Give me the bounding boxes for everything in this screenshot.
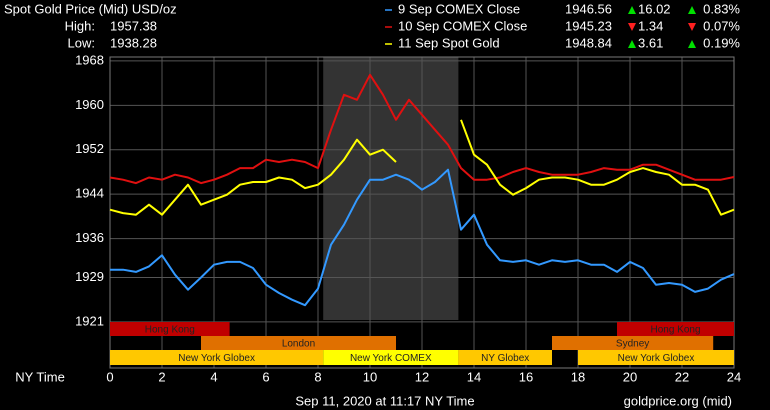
session-band: New York COMEX: [323, 350, 459, 365]
y-tick-label: 1936: [75, 230, 104, 245]
change-arrow: [628, 23, 636, 31]
session-label: NY Globex: [481, 353, 529, 364]
session-bar: [617, 322, 734, 336]
session-band: New York Globex: [110, 350, 324, 365]
session-band: New York Globex: [578, 350, 734, 365]
legend-change: 1.34: [638, 18, 663, 33]
change-arrow: [628, 6, 636, 14]
session-label: Hong Kong: [650, 325, 700, 336]
change-arrow: [688, 23, 696, 31]
y-tick-label: 1929: [75, 269, 104, 284]
x-tick-label: 10: [363, 369, 377, 384]
y-tick-label: 1944: [75, 186, 104, 201]
x-tick-label: 22: [675, 369, 689, 384]
chart-title: Spot Gold Price (Mid) USD/oz: [4, 1, 177, 16]
session-band: London: [201, 336, 396, 350]
y-tick-label: 1968: [75, 52, 104, 67]
session-band: Hong Kong: [617, 322, 734, 336]
change-arrow: [688, 40, 696, 48]
legend-change-pct: 0.07%: [703, 18, 740, 33]
x-tick-label: 18: [571, 369, 585, 384]
comex-highlight: [323, 57, 459, 320]
x-tick-label: 0: [106, 369, 113, 384]
x-tick-label: 2: [158, 369, 165, 384]
price-line: [110, 168, 735, 307]
session-bar: [110, 350, 324, 365]
session-bar: [578, 350, 734, 365]
stat-label: Low:: [68, 35, 95, 50]
y-tick-label: 1960: [75, 97, 104, 112]
change-arrow: [688, 6, 696, 14]
x-tick-label: 8: [314, 369, 321, 384]
session-label: London: [282, 339, 315, 350]
legend-change: 16.02: [638, 1, 671, 16]
stat-value: 1938.28: [110, 35, 157, 50]
price-line: [109, 119, 735, 216]
session-bar: [552, 336, 714, 350]
source: goldprice.org (mid): [624, 393, 732, 408]
x-tick-label: 6: [262, 369, 269, 384]
legend-label: 11 Sep Spot Gold: [398, 35, 500, 50]
session-band: Hong Kong: [110, 322, 230, 336]
session-bar: [458, 350, 552, 365]
session-label: Hong Kong: [145, 325, 195, 336]
session-bar: [323, 350, 459, 365]
price-line: [109, 73, 735, 185]
session-label: Sydney: [616, 339, 649, 350]
legend-change-pct: 0.19%: [703, 35, 740, 50]
session-label: New York COMEX: [350, 353, 432, 364]
x-tick-label: 20: [623, 369, 637, 384]
session-bar: [201, 336, 396, 350]
legend-label: 9 Sep COMEX Close: [398, 1, 520, 16]
x-axis-label: NY Time: [15, 369, 65, 384]
legend-label: 10 Sep COMEX Close: [398, 18, 527, 33]
legend-last: 1945.23: [565, 18, 612, 33]
session-band: NY Globex: [458, 350, 552, 365]
session-label: New York Globex: [178, 353, 255, 364]
plot-frame: [109, 56, 735, 369]
x-tick-label: 24: [727, 369, 741, 384]
y-tick-label: 1921: [75, 313, 104, 328]
x-tick-label: 14: [467, 369, 481, 384]
change-arrow: [628, 40, 636, 48]
legend-change: 3.61: [638, 35, 663, 50]
x-tick-label: 12: [415, 369, 429, 384]
x-tick-label: 16: [519, 369, 533, 384]
stat-value: 1957.38: [110, 18, 157, 33]
session-label: New York Globex: [618, 353, 695, 364]
session-band: Sydney: [552, 336, 714, 350]
legend-last: 1946.56: [565, 1, 612, 16]
x-tick-label: 4: [210, 369, 217, 384]
session-bar: [110, 322, 230, 336]
legend-change-pct: 0.83%: [703, 1, 740, 16]
stat-label: High:: [65, 18, 95, 33]
footer: Sep 11, 2020 at 11:17 NY Time: [295, 393, 474, 408]
y-tick-label: 1952: [75, 141, 104, 156]
legend-last: 1948.84: [565, 35, 612, 50]
